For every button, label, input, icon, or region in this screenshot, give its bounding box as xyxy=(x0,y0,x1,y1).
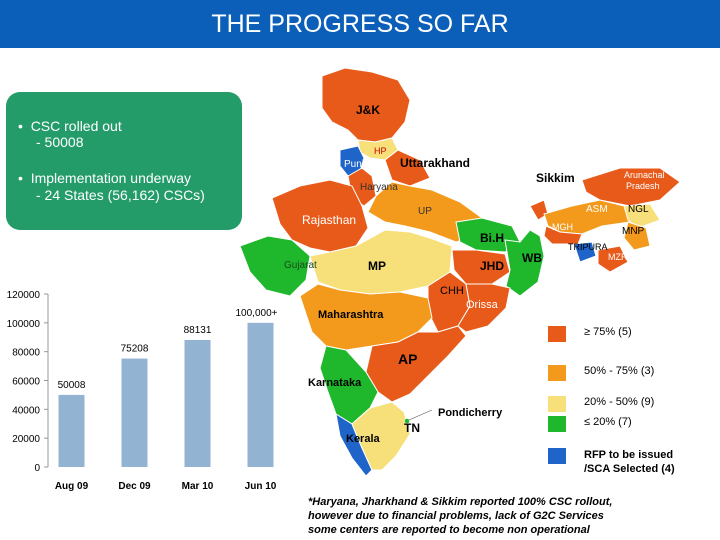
y-tick-label: 120000 xyxy=(7,290,41,301)
bar-data-label: 88131 xyxy=(184,325,212,336)
y-tick-label: 0 xyxy=(34,463,40,474)
page-title: THE PROGRESS SO FAR xyxy=(211,10,509,38)
summary-box: • CSC rolled out - 50008 • Implementatio… xyxy=(6,92,242,230)
progress-bar-chart: 0 20000 40000 60000 80000 100000 120000 50008 Au… xyxy=(7,290,278,492)
bar xyxy=(184,339,211,467)
label-maharashtra: Maharashtra xyxy=(318,309,384,321)
summary-bullet-2-text: Implementation underway xyxy=(30,170,191,186)
legend-swatch-5 xyxy=(548,448,566,464)
label-jk: J&K xyxy=(356,103,380,117)
footnote: *Haryana, Jharkhand & Sikkim reported 10… xyxy=(308,495,718,537)
label-ap: AP xyxy=(398,351,417,367)
x-tick-label: Jun 10 xyxy=(245,481,277,492)
region-arunachal xyxy=(581,167,681,207)
label-tn: TN xyxy=(404,421,420,435)
footnote-line-1: *Haryana, Jharkhand & Sikkim reported 10… xyxy=(308,496,613,508)
summary-bullet-1-text: CSC rolled out xyxy=(30,118,122,134)
legend-label-1: ≥ 75% (5) xyxy=(584,326,632,338)
label-mzr: MZR xyxy=(608,252,628,262)
label-chh: CHH xyxy=(440,285,464,297)
y-tick-label: 60000 xyxy=(12,377,40,388)
legend-swatch-3 xyxy=(548,396,566,412)
bar-data-label: 50008 xyxy=(58,380,86,391)
legend-swatch-1 xyxy=(548,326,566,342)
bar-data-label: 75208 xyxy=(121,344,149,355)
label-arunachal-1: Arunachal xyxy=(624,170,665,180)
label-rajasthan: Rajasthan xyxy=(302,213,356,227)
summary-bullet-1: • CSC rolled out xyxy=(18,118,122,134)
bar xyxy=(121,358,148,467)
label-arunachal-2: Pradesh xyxy=(626,181,660,191)
label-mnp: MNP xyxy=(622,226,645,237)
label-kerala: Kerala xyxy=(346,433,381,445)
legend-label-5-line-1: RFP to be issued xyxy=(584,449,674,461)
region-ngl xyxy=(623,203,661,229)
pondicherry-pointer xyxy=(408,409,433,421)
legend-label-3: 20% - 50% (9) xyxy=(584,396,655,408)
label-ngl: NGL xyxy=(628,204,649,215)
label-tripura: TRIPURA xyxy=(568,242,608,252)
label-gujarat: Gujarat xyxy=(284,260,317,271)
label-up: UP xyxy=(418,206,432,217)
region-mnp xyxy=(623,221,651,251)
label-mgh: MGH xyxy=(552,222,573,232)
title-bar: THE PROGRESS SO FAR xyxy=(0,0,720,48)
label-hp: HP xyxy=(374,146,387,156)
y-tick-label: 80000 xyxy=(12,348,40,359)
region-mzr xyxy=(597,245,629,273)
legend-swatch-4 xyxy=(548,416,566,432)
bullet-icon: • xyxy=(18,118,31,134)
region-wb xyxy=(504,229,545,297)
y-tick-label: 40000 xyxy=(12,405,40,416)
region-pondicherry xyxy=(404,418,410,424)
y-tick-label: 20000 xyxy=(12,434,40,445)
legend-label-4: ≤ 20% (7) xyxy=(584,416,632,428)
summary-bullet-2-value: - 24 States (56,162) CSCs) xyxy=(36,187,205,203)
label-orissa: Orissa xyxy=(466,299,499,311)
label-jhd: JHD xyxy=(480,259,504,273)
summary-bullet-1-value: - 50008 xyxy=(36,134,84,150)
summary-bullet-2: • Implementation underway xyxy=(18,170,191,186)
y-tick-label: 100000 xyxy=(7,319,41,330)
label-karnataka: Karnataka xyxy=(308,377,362,389)
label-pondicherry: Pondicherry xyxy=(438,407,503,419)
bullet-icon: • xyxy=(18,170,31,186)
region-rajasthan xyxy=(271,179,369,253)
label-mp: MP xyxy=(368,259,386,273)
bar xyxy=(247,322,274,467)
label-wb: WB xyxy=(522,251,542,265)
footnote-line-2: however due to financial problems, lack … xyxy=(308,510,604,522)
bar-data-label: 100,000+ xyxy=(236,308,278,319)
x-tick-label: Dec 09 xyxy=(118,481,151,492)
region-tn xyxy=(351,401,411,471)
legend-label-5-line-2: /SCA Selected (4) xyxy=(584,463,675,475)
region-orissa xyxy=(457,283,511,333)
bar xyxy=(58,394,85,467)
legend-label-5: RFP to be issued /SCA Selected (4) xyxy=(584,448,675,476)
region-tripura xyxy=(573,241,597,263)
label-asm: ASM xyxy=(586,204,608,215)
label-sikkim: Sikkim xyxy=(536,171,575,185)
legend-swatch-2 xyxy=(548,365,566,381)
label-bih: Bi.H xyxy=(480,231,504,245)
legend-label-2: 50% - 75% (3) xyxy=(584,365,655,377)
x-tick-label: Aug 09 xyxy=(55,481,89,492)
footnote-line-3: some centers are reported to become non … xyxy=(308,524,590,536)
x-tick-label: Mar 10 xyxy=(182,481,214,492)
region-uttarakhand xyxy=(384,149,431,187)
label-uttarakhand: Uttarakhand xyxy=(400,156,470,170)
label-punjab: Punjab xyxy=(344,159,376,170)
region-jhd xyxy=(451,249,511,285)
region-gujarat xyxy=(239,235,311,297)
label-haryana: Haryana xyxy=(360,182,398,193)
